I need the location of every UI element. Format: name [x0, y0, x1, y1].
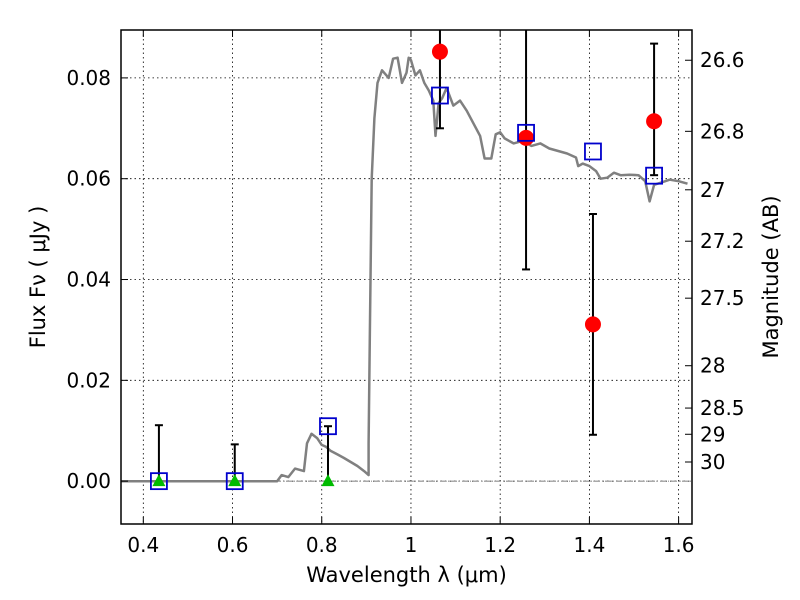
magnitude-tick-label: 26.8	[700, 119, 745, 143]
y-axis-label: Flux Fν ( μJy )	[26, 206, 50, 349]
x-axis-ticks: 0.4 0.6 0.8 1 1.2 1.4 1.6	[127, 30, 695, 557]
magnitude-tick-label: 28.5	[700, 396, 745, 420]
x-tick-label: 1.6	[663, 533, 695, 557]
axes-frame	[120, 29, 693, 525]
y-tick-label: 0.02	[66, 368, 111, 392]
square-point	[225, 472, 244, 491]
magnitude-tick-label: 30	[700, 450, 725, 474]
magnitude-tick-label: 27.2	[700, 229, 745, 253]
triangle-point	[152, 474, 166, 487]
square-point	[319, 417, 337, 436]
y-tick-label: 0.08	[66, 66, 111, 90]
triangle-point	[228, 474, 242, 487]
triangle-point	[321, 474, 335, 487]
model-spectrum-line	[121, 56, 688, 483]
magnitude-tick-label: 29	[700, 422, 725, 446]
square-point	[150, 472, 168, 491]
x-axis-label: Wavelength λ (μm)	[306, 563, 507, 587]
magnitude-tick-label: 27	[700, 178, 725, 202]
x-tick-label: 0.4	[127, 533, 159, 557]
x-tick-label: 1.4	[573, 533, 605, 557]
y-tick-label: 0.00	[66, 469, 111, 493]
circle-point	[431, 43, 448, 60]
x-tick-label: 1.2	[484, 533, 516, 557]
square-point	[517, 123, 535, 142]
x-tick-label: 0.8	[306, 533, 338, 557]
circle-point	[584, 316, 601, 333]
y-axis-ticks: 0.00 0.02 0.04 0.06 0.08	[66, 66, 128, 493]
square-point	[584, 142, 602, 161]
magnitude-axis-ticks: 26.6 26.8 27 27.2 27.5 28 28.529 30	[685, 48, 745, 474]
plot-area	[121, 30, 688, 491]
x-tick-label: 1	[405, 533, 418, 557]
circle-point	[518, 129, 535, 146]
y-tick-label: 0.06	[66, 167, 111, 191]
grid-lines	[121, 30, 692, 524]
magnitude-tick-label: 26.6	[700, 48, 745, 72]
magnitude-tick-label: 27.5	[700, 286, 745, 310]
square-point	[431, 86, 449, 105]
y-tick-label: 0.04	[66, 268, 111, 292]
magnitude-tick-label: 28	[700, 354, 725, 378]
magnitude-axis-label: Magnitude (AB)	[759, 195, 783, 358]
square-point	[645, 166, 663, 185]
x-tick-label: 0.6	[217, 533, 249, 557]
circle-point	[646, 113, 663, 130]
